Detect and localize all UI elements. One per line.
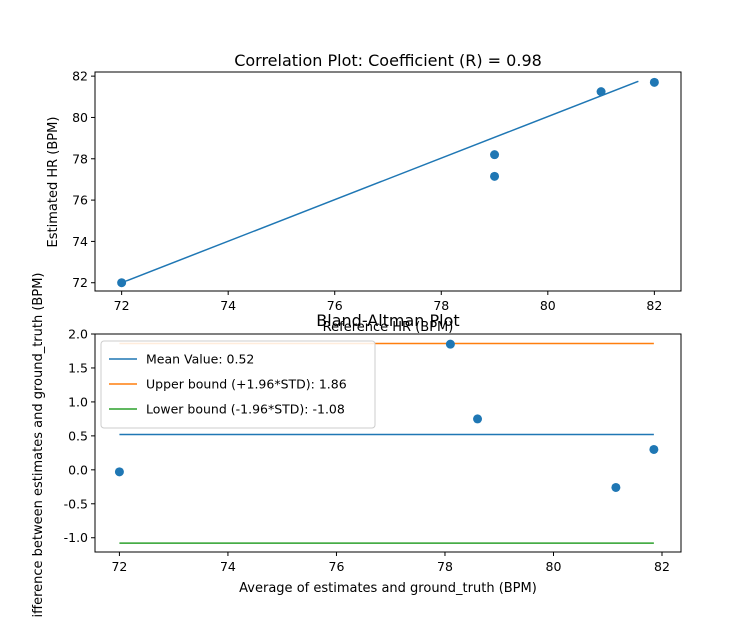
y-tick-label: 80 (72, 110, 88, 125)
correlation-y-ticks: 72 74 76 78 80 82 (72, 69, 95, 290)
x-tick-label: 72 (114, 298, 130, 313)
y-tick-label: 0.0 (68, 462, 88, 477)
data-point (445, 339, 455, 349)
correlation-chart: Correlation Plot: Coefficient (R) = 0.98… (46, 51, 682, 335)
y-tick-label: -0.5 (64, 496, 88, 511)
x-tick-label: 72 (111, 559, 127, 574)
x-tick-label: 78 (437, 559, 453, 574)
correlation-x-ticks: 72 74 76 78 80 82 (114, 291, 662, 313)
bland-altman-x-label: Average of estimates and ground_truth (B… (239, 581, 537, 596)
y-tick-label: 1.0 (68, 394, 88, 409)
x-tick-label: 82 (646, 298, 662, 313)
y-tick-label: -1.0 (64, 530, 88, 545)
legend-label: Upper bound (+1.96*STD): 1.86 (146, 377, 347, 392)
data-point (490, 171, 500, 181)
data-point (649, 77, 659, 87)
y-tick-label: 82 (72, 69, 88, 84)
legend-label: Mean Value: 0.52 (146, 352, 254, 367)
data-point (596, 87, 606, 97)
bland-altman-y-ticks: -1.0 -0.5 0.0 0.5 1.0 1.5 2.0 (64, 327, 95, 545)
correlation-plot-area (117, 77, 659, 288)
data-point (649, 444, 659, 454)
correlation-x-label: Reference HR (BPM) (323, 320, 454, 335)
bland-altman-x-ticks: 72 74 76 78 80 82 (111, 552, 670, 574)
x-tick-label: 74 (220, 298, 236, 313)
bland-altman-axes-frame (94, 333, 682, 553)
bland-altman-title: Bland-Altman Plot (316, 311, 459, 330)
legend-label: Lower bound (-1.96*STD): -1.08 (146, 402, 345, 417)
x-tick-label: 82 (654, 559, 670, 574)
y-tick-label: 72 (72, 275, 88, 290)
y-tick-label: 2.0 (68, 327, 88, 342)
y-tick-label: 76 (72, 193, 88, 208)
x-tick-label: 76 (329, 559, 345, 574)
bland-altman-chart: Bland-Altman Plot 72 74 76 78 80 82 -1.0 -0.5 0… (31, 273, 682, 618)
x-tick-label: 80 (546, 559, 562, 574)
data-point (117, 278, 127, 288)
x-tick-label: 78 (433, 298, 449, 313)
data-point (114, 467, 124, 477)
data-point (490, 150, 500, 160)
bland-altman-y-label: ifference between estimates and ground_t… (31, 273, 46, 618)
x-tick-label: 74 (220, 559, 236, 574)
y-tick-label: 1.5 (68, 360, 88, 375)
data-point (611, 482, 621, 492)
y-tick-label: 78 (72, 151, 88, 166)
data-point (473, 414, 483, 424)
y-tick-label: 74 (72, 234, 88, 249)
x-tick-label: 80 (540, 298, 556, 313)
bland-altman-legend: Mean Value: 0.52 Upper bound (+1.96*STD):… (100, 340, 376, 429)
y-tick-label: 0.5 (68, 428, 88, 443)
x-tick-label: 76 (327, 298, 343, 313)
legend-box (100, 340, 376, 429)
fit-line (121, 80, 639, 284)
correlation-title: Correlation Plot: Coefficient (R) = 0.98 (234, 51, 542, 70)
correlation-axes-frame (94, 71, 682, 292)
correlation-y-label: Estimated HR (BPM) (46, 117, 61, 248)
